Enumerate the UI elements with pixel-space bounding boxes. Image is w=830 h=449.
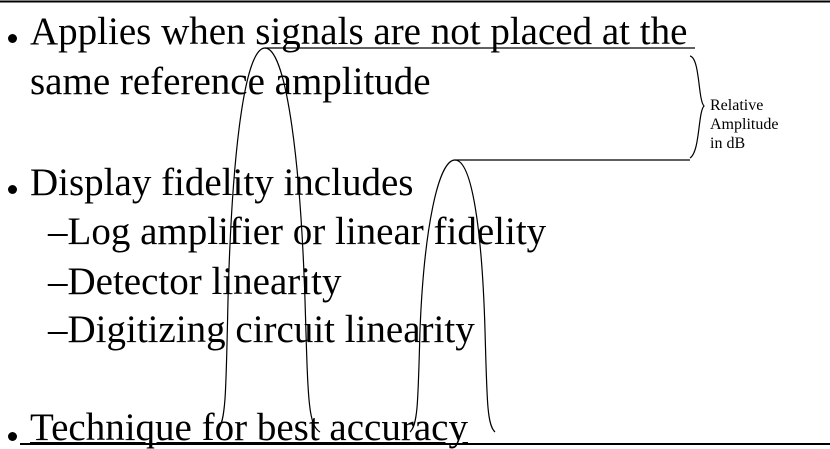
bullet (8, 185, 17, 194)
bullet (8, 34, 17, 43)
text: Log amplifier or linear fidelity (67, 210, 547, 253)
brace (689, 55, 705, 159)
annotation: Relative (710, 97, 764, 114)
sub-item: –Digitizing circuit linearity (48, 308, 475, 351)
sub-item: –Detector linearity (48, 260, 342, 303)
text: Digitizing circuit linearity (67, 308, 475, 351)
text: Applies when signals are not placed at t… (30, 10, 688, 53)
sub-item: –Log amplifier or linear fidelity (48, 210, 547, 253)
annotation: in dB (710, 135, 746, 152)
text: Detector linearity (67, 260, 342, 303)
text: same reference amplitude (30, 60, 431, 103)
annotation: Amplitude (710, 116, 779, 133)
bullet (8, 432, 17, 441)
small-signal (409, 159, 496, 433)
text: Display fidelity includes (30, 161, 414, 204)
text: Technique for best accuracy (30, 406, 468, 449)
